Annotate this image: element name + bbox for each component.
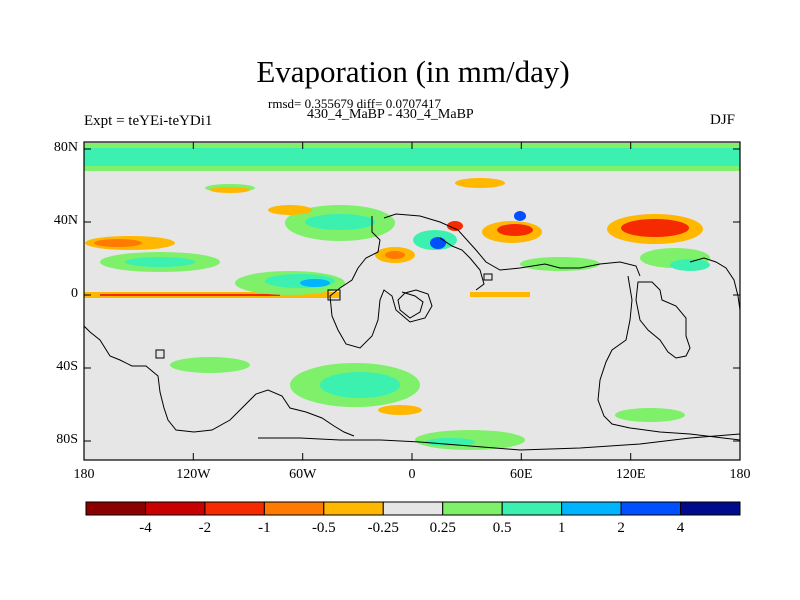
x-tick-label: 120W [176,467,211,482]
coastline-island-c [327,289,341,301]
asia-green [520,257,600,271]
plot-title: Evaporation (in mm/day) [256,54,570,89]
x-tick-label: 120E [615,467,646,482]
nw-pacific-orange-core [94,239,142,247]
y-tick-label: 0 [71,286,78,301]
coastline-antarctic [258,433,740,451]
y-tick-label: 40S [56,359,78,374]
coastline-tethys [439,237,485,291]
colorbar-label: 0.5 [492,520,512,536]
polar-band-teal [84,148,740,166]
asia-blue [514,211,526,221]
colorbar-label: 1 [557,520,566,536]
high-lat-orange [210,187,250,193]
colorbar-swatch [85,501,146,516]
x-tick-label: 180 [729,467,751,482]
med-red [385,251,405,259]
colorbar-swatch [501,501,563,516]
season-label: DJF [710,112,736,128]
stats-line: rmsd= 0.355679 diff= 0.0707417 [268,96,441,111]
south-pacific-green [615,408,685,422]
colorbar-swatch [382,501,444,516]
colorbar-label: 4 [676,520,685,536]
southern-orange [378,405,422,415]
colorbar-swatch [144,501,206,516]
x-tick-label: 60W [289,467,317,482]
coastline-east-block [635,281,691,359]
runs-line: 430_4_MaBP - 430_4_MaBP [307,107,474,122]
colorbar-label: -2 [198,520,212,536]
colorbar-swatch [204,501,265,516]
equatorial-band-orange-east [470,292,530,297]
atlantic-teal [305,214,375,230]
w-pacific-teal [670,259,710,271]
colorbar-swatch [323,501,384,516]
colorbar-label: -0.5 [311,520,336,536]
coastline-americas [329,216,433,349]
coastline-australasia [597,275,740,441]
colorbar-label: 2 [617,520,625,536]
se-pacific-green [170,357,250,373]
mideast-blue [430,237,446,249]
colorbar-label: -1 [258,520,271,536]
coastline-west-americas [84,325,355,437]
colorbar-swatch [680,501,741,516]
coastline-island-a [155,349,165,359]
colorbar-label: -0.25 [367,520,399,536]
south-atlantic-teal [320,372,400,398]
colorbar-swatch [263,501,325,516]
colorbar-label: -4 [139,520,152,536]
evaporation-field [84,142,740,460]
w-pacific-red [621,219,689,237]
north-atlantic-orange [268,205,312,215]
y-tick-label: 80S [56,432,78,447]
colorbar [85,501,741,516]
n-pacific-teal [125,257,195,267]
coastline-far-east [689,257,740,311]
axis-ticks [83,142,741,460]
coastlines [84,213,740,451]
x-tick-label: 0 [408,467,416,482]
siberia-orange [455,178,505,188]
experiment-label: Expt = teYEi-teYDi1 [84,113,213,129]
colorbar-swatch [561,501,622,516]
coastline-eurasia [383,213,641,277]
y-tick-label: 80N [53,140,78,155]
coastline-island-b [483,273,493,281]
tropical-atlantic-blue [300,279,330,287]
asia-red [497,224,533,236]
x-tick-label: 60E [510,467,533,482]
x-tick-label: 180 [73,467,95,482]
equatorial-band-red [100,294,280,296]
colorbar-label: 0.25 [429,520,456,536]
indian-ocean-teal [425,438,475,446]
colorbar-swatch [442,501,503,516]
colorbar-swatch [620,501,682,516]
y-tick-label: 40N [53,213,78,228]
mideast-red [447,221,463,231]
